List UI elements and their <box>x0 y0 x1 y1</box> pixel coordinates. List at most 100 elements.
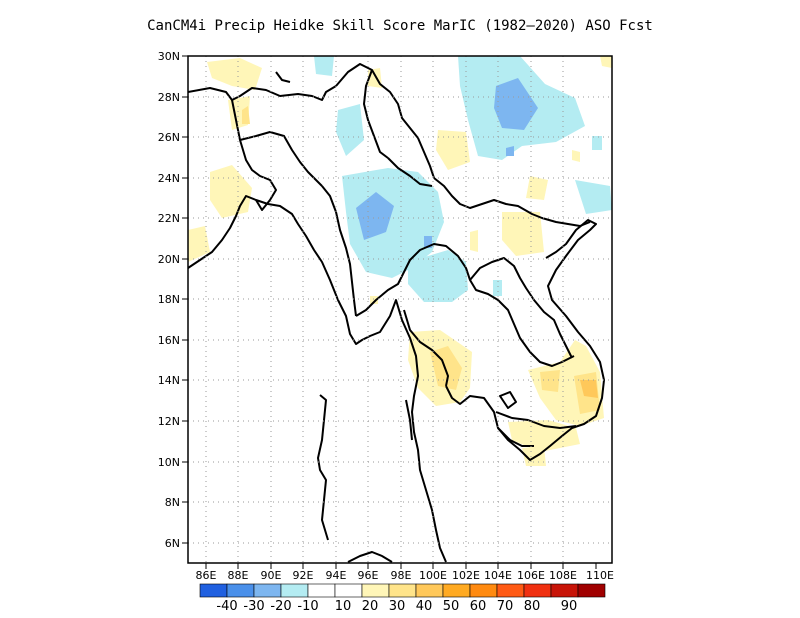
colorbar-swatch <box>280 583 309 598</box>
colorbar: -40 -30 -20 -10 10 20 30 40 50 60 70 80 … <box>199 583 606 614</box>
colorbar-label: 50 <box>443 599 460 614</box>
border <box>495 411 577 429</box>
shade-patch <box>356 192 394 240</box>
colorbar-label: -30 <box>243 599 264 614</box>
border <box>497 427 534 447</box>
colorbar-swatch <box>469 583 498 598</box>
shade-patch <box>470 230 478 252</box>
shade-patch <box>436 130 470 170</box>
border <box>231 99 277 211</box>
coastline <box>347 551 393 563</box>
shade-patch <box>600 56 612 68</box>
colorbar-label: -40 <box>216 599 237 614</box>
map-title: CanCM4i Precip Heidke Skill Score MarIC … <box>147 18 653 34</box>
lat-label: 22N <box>158 212 180 225</box>
shade-patch <box>540 370 560 392</box>
lon-label: 102E <box>452 569 480 582</box>
colorbar-labels: -40 -30 -20 -10 10 20 30 40 50 60 70 80 … <box>216 599 577 614</box>
lon-label: 94E <box>326 569 347 582</box>
colorbar-swatch <box>199 583 228 598</box>
colorbar-label: 60 <box>470 599 487 614</box>
colorbar-swatch <box>334 583 363 598</box>
lat-tick-marks <box>182 55 188 544</box>
lon-label: 100E <box>419 569 447 582</box>
shade-patch <box>572 150 580 162</box>
shade-patch <box>336 104 364 156</box>
border <box>469 257 573 359</box>
colorbar-label: -10 <box>297 599 318 614</box>
shade-patch <box>506 146 514 156</box>
shade-patch <box>314 56 334 76</box>
colorbar-label: 90 <box>561 599 578 614</box>
lon-label: 108E <box>549 569 577 582</box>
colorbar-swatch <box>577 583 606 598</box>
lat-label: 28N <box>158 91 180 104</box>
shade-patch <box>526 176 548 200</box>
colorbar-swatch <box>226 583 255 598</box>
colorbar-swatch <box>253 583 282 598</box>
colorbar-swatch <box>415 583 444 598</box>
shade-patch <box>592 136 602 150</box>
lon-label: 90E <box>261 569 282 582</box>
colorbar-swatch <box>442 583 471 598</box>
lon-labels: 86E 88E 90E 92E 94E 96E 98E 100E 102E 10… <box>196 569 614 582</box>
border <box>239 131 323 187</box>
shade-patch <box>188 226 210 262</box>
island <box>499 391 517 409</box>
colorbar-swatch <box>388 583 417 598</box>
lat-label: 6N <box>165 537 180 550</box>
lat-label: 24N <box>158 172 180 185</box>
lon-label: 86E <box>196 569 217 582</box>
coastline <box>445 219 605 461</box>
shade-patch <box>408 250 468 302</box>
colorbar-swatch <box>523 583 552 598</box>
border <box>321 185 357 317</box>
lat-label: 30N <box>158 50 180 63</box>
coastline <box>188 195 447 563</box>
colorbar-swatch <box>550 583 579 598</box>
colorbar-label: 30 <box>389 599 406 614</box>
border <box>275 71 291 83</box>
lon-label: 106E <box>517 569 545 582</box>
lat-label: 12N <box>158 415 180 428</box>
colorbar-label: 80 <box>524 599 541 614</box>
lat-label: 20N <box>158 253 180 266</box>
border <box>363 69 389 159</box>
lon-label: 88E <box>228 569 249 582</box>
coastline-borders <box>188 63 605 563</box>
lon-label: 98E <box>391 569 412 582</box>
lat-label: 14N <box>158 374 180 387</box>
colorbar-label: -20 <box>270 599 291 614</box>
shade-patch <box>370 296 378 304</box>
colorbar-swatch <box>361 583 390 598</box>
shade-patch <box>210 165 252 218</box>
lat-label: 10N <box>158 456 180 469</box>
border <box>387 157 433 187</box>
border <box>355 243 575 367</box>
shade-patch <box>580 380 598 398</box>
border <box>403 309 449 387</box>
colorbar-label: 40 <box>416 599 433 614</box>
shade-patch <box>493 280 502 296</box>
lon-label: 110E <box>586 569 614 582</box>
lon-label: 104E <box>484 569 512 582</box>
colorbar-label: 20 <box>362 599 379 614</box>
shade-patch <box>494 78 538 130</box>
lat-label: 26N <box>158 131 180 144</box>
shade-patch <box>502 212 544 256</box>
colorbar-label: 70 <box>497 599 514 614</box>
gridlines <box>188 56 612 563</box>
lon-label: 92E <box>293 569 314 582</box>
lat-labels: 30N 28N 26N 24N 22N 20N 18N 16N 14N 12N … <box>158 50 180 550</box>
colorbar-swatch <box>496 583 525 598</box>
lon-tick-marks <box>205 563 597 569</box>
island <box>405 399 413 441</box>
colorbar-label: 10 <box>335 599 352 614</box>
shade-patch <box>575 180 612 214</box>
map-frame <box>187 55 613 564</box>
shade-patch <box>522 446 546 466</box>
shade-patch <box>242 106 250 124</box>
shade-patch <box>207 58 262 90</box>
colorbar-swatches <box>199 583 606 598</box>
